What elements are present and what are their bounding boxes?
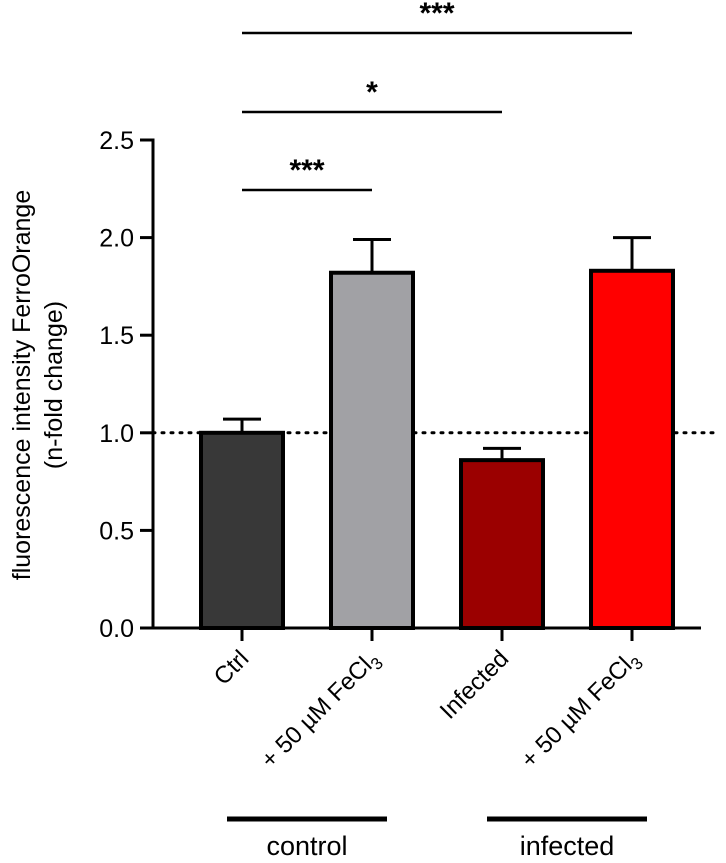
- significance-label-2: ***: [419, 0, 454, 30]
- x-tick-label-1: + 50 µM FeCl3: [256, 645, 387, 776]
- bar-1: [329, 270, 415, 630]
- y-tick-label-0: 0.0: [99, 615, 134, 643]
- bar-3: [589, 268, 675, 630]
- x-tick-label-3: + 50 µM FeCl3: [516, 645, 647, 776]
- bar-0: [199, 430, 285, 630]
- y-tick-label-2: 1.0: [99, 420, 134, 448]
- significance-label-0: ***: [289, 154, 324, 187]
- y-tick-label-5: 2.5: [99, 127, 134, 155]
- x-tick-label-2: Infected: [435, 645, 514, 724]
- significance-label-1: *: [366, 76, 378, 109]
- y-axis-label: fluorescence intensity FerroOrange (n-fo…: [8, 190, 68, 580]
- y-axis-label-line2: (n-fold change): [40, 301, 68, 469]
- bar-2: [459, 458, 545, 630]
- group-label-1: infected: [520, 831, 615, 861]
- y-tick-label-4: 2.0: [99, 225, 134, 253]
- y-tick-label-1: 0.5: [99, 517, 134, 545]
- group-label-0: control: [266, 831, 347, 861]
- y-axis-label-line1: fluorescence intensity FerroOrange: [8, 190, 36, 580]
- y-tick-label-3: 1.5: [99, 322, 134, 350]
- x-tick-label-0: Ctrl: [209, 645, 254, 690]
